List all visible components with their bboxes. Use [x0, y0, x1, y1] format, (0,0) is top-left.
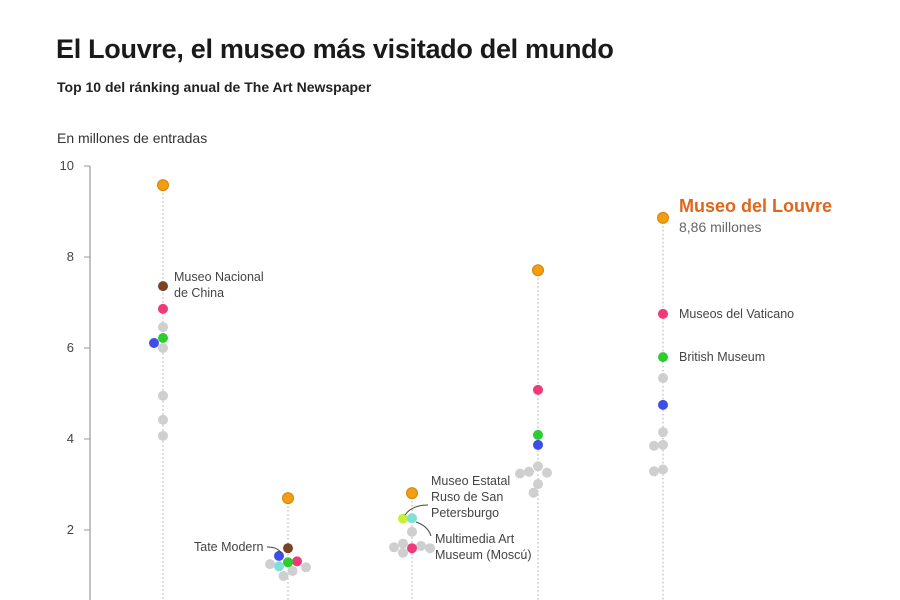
point-other — [301, 562, 311, 573]
point-multimedia — [398, 513, 408, 524]
y-tick-label: 6 — [67, 340, 74, 355]
point-louvre — [157, 179, 169, 192]
y-tick-label: 2 — [67, 522, 74, 537]
point-other — [158, 430, 168, 441]
chart-title: El Louvre, el museo más visitado del mun… — [56, 34, 614, 64]
point-other — [533, 479, 543, 490]
label-british: British Museum — [679, 350, 765, 364]
point-china — [158, 281, 168, 292]
label-louvre: Museo del Louvre — [679, 196, 832, 216]
point-other — [158, 390, 168, 401]
point-other — [658, 373, 668, 384]
point-other — [398, 538, 408, 549]
connector-tate — [266, 546, 282, 554]
point-other — [649, 440, 659, 451]
label-vaticano: Museos del Vaticano — [679, 307, 794, 321]
y-axis-label: En millones de entradas — [57, 130, 208, 146]
point-other — [515, 468, 525, 479]
point-vaticano — [292, 556, 302, 567]
point-other — [158, 414, 168, 425]
point-louvre — [406, 487, 418, 500]
point-other — [158, 343, 168, 353]
point-other — [287, 565, 298, 576]
data-points — [149, 179, 669, 581]
point-china — [283, 543, 293, 554]
point-british — [283, 557, 293, 568]
point-louvre — [532, 264, 544, 277]
label-multimedia-1: Multimedia Art — [435, 532, 515, 546]
point-other — [407, 526, 417, 537]
point-other — [658, 439, 668, 450]
connector-ruso — [404, 504, 429, 516]
point-tate — [533, 439, 543, 450]
y-tick-label: 8 — [67, 249, 74, 264]
label-multimedia-2: Museum (Moscú) — [435, 548, 532, 562]
point-other — [158, 322, 168, 333]
point-british — [158, 332, 168, 343]
point-ruso — [407, 513, 417, 524]
point-british — [658, 352, 668, 363]
point-tate — [658, 399, 668, 410]
y-tick-label: 10 — [60, 158, 74, 173]
point-other — [389, 542, 399, 553]
point-vaticano — [533, 384, 543, 395]
point-other — [416, 540, 426, 551]
point-vaticano — [407, 543, 417, 554]
y-axis: 10 8 6 4 2 — [60, 158, 91, 600]
label-china-2: de China — [174, 286, 224, 300]
point-other — [649, 466, 659, 477]
point-other — [425, 543, 435, 554]
point-vaticano — [158, 303, 168, 314]
connector-multimedia — [415, 521, 432, 537]
point-louvre — [657, 211, 669, 224]
y-tick-label: 4 — [67, 431, 74, 446]
point-tate — [274, 550, 284, 561]
point-louvre — [282, 492, 294, 505]
annotations: Museo Nacional de China Tate Modern Muse… — [174, 196, 832, 562]
label-tate: Tate Modern — [194, 540, 264, 554]
label-ruso-3: Petersburgo — [431, 506, 499, 520]
label-louvre-value: 8,86 millones — [679, 219, 762, 235]
point-ruso — [274, 561, 284, 572]
point-tate — [149, 337, 159, 348]
point-other — [398, 547, 408, 558]
label-ruso-1: Museo Estatal — [431, 474, 510, 488]
point-other — [528, 487, 539, 498]
chart-subtitle: Top 10 del ránking anual de The Art News… — [57, 79, 372, 95]
point-other — [265, 559, 275, 570]
point-other — [533, 461, 543, 472]
label-china-1: Museo Nacional — [174, 270, 264, 284]
point-other — [658, 427, 668, 438]
label-ruso-2: Ruso de San — [431, 490, 503, 504]
point-other — [542, 467, 552, 478]
point-british — [533, 429, 543, 440]
point-other — [658, 464, 668, 475]
point-vaticano — [658, 308, 668, 319]
point-other — [278, 570, 289, 581]
column-stems — [162, 185, 664, 600]
point-other — [524, 466, 534, 477]
